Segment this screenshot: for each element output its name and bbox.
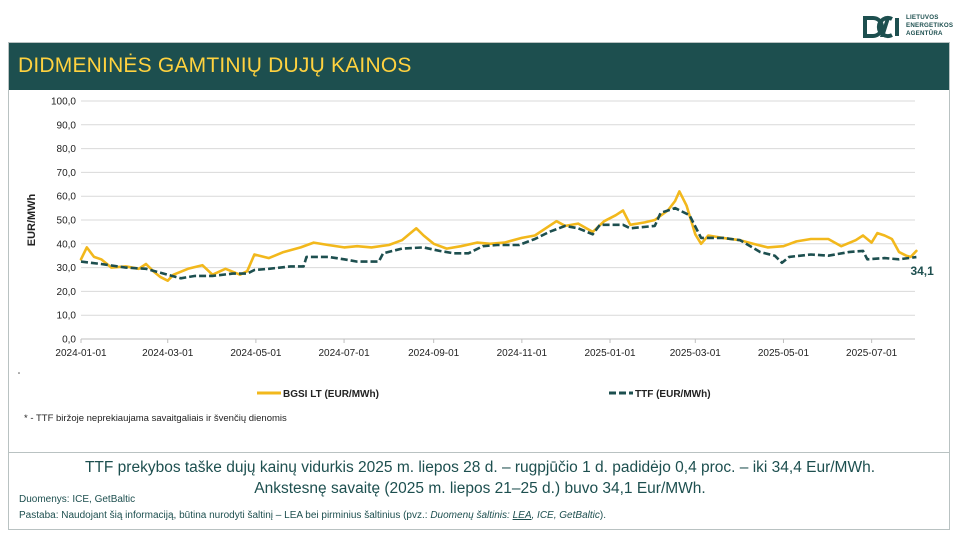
page-title: DIDMENINĖS GAMTINIŲ DUJŲ KAINOS [18, 54, 412, 77]
y-tick-label: 80,0 [57, 144, 77, 155]
y-tick-label: 0,0 [62, 335, 76, 346]
logo: LIETUVOS ENERGETIKOS AGENTŪRA [862, 12, 954, 42]
y-tick-label: 90,0 [57, 120, 77, 131]
x-tick-label: 2024-05-01 [230, 348, 282, 359]
summary-text: TTF prekybos taške dujų kainų vidurkis 2… [40, 457, 920, 499]
y-tick-label: 60,0 [57, 192, 77, 203]
usage-note: Pastaba: Naudojant šią informaciją, būti… [19, 510, 606, 521]
x-tick-label: 2025-03-01 [670, 348, 722, 359]
x-tick-label: 2024-09-01 [408, 348, 460, 359]
series-line-ttf [80, 206, 917, 280]
lea-link[interactable]: LEA [512, 510, 532, 521]
y-axis-label: EUR/MWh [26, 193, 38, 246]
x-tick-label: 2024-07-01 [318, 348, 370, 359]
x-tick-label: 2024-11-01 [497, 348, 548, 359]
y-tick-label: 20,0 [57, 287, 77, 298]
y-tick-label: 50,0 [57, 216, 77, 227]
price-chart: 0,0 10,0 20,0 30,0 40,0 50,0 60,0 70,0 80,0 90,0 1… [18, 97, 934, 424]
y-tick-label: 40,0 [57, 239, 77, 250]
legend-label-ttf: TTF (EUR/MWh) [635, 389, 711, 400]
y-tick-label: 100,0 [51, 97, 76, 108]
lea-logo-icon [863, 16, 899, 38]
x-tick-label: 2025-01-01 [584, 348, 636, 359]
data-source: Duomenys: ICE, GetBaltic [19, 494, 136, 505]
series-line-bgsi-lt [79, 190, 918, 282]
summary-line-2: Ankstesnę savaitę (2025 m. liepos 21–25 … [254, 480, 706, 497]
legend-label-bgsi-lt: BGSI LT (EUR/MWh) [283, 389, 379, 400]
marker-dot [18, 372, 20, 374]
logo-text: LIETUVOS ENERGETIKOS AGENTŪRA [906, 14, 954, 37]
data-label-last: 34,1 [910, 264, 934, 278]
chart-footnote: * - TTF biržoje neprekiaujama savaitgali… [24, 413, 287, 424]
content-frame [8, 42, 950, 530]
y-tick-label: 10,0 [57, 311, 77, 322]
x-tick-label: 2024-03-01 [142, 348, 194, 359]
divider [9, 452, 949, 453]
y-tick-label: 70,0 [57, 168, 77, 179]
x-tick-label: 2025-07-01 [846, 348, 898, 359]
x-tick-label: 2024-01-01 [55, 348, 107, 359]
x-tick-label: 2025-05-01 [758, 348, 810, 359]
title-bar: DIDMENINĖS GAMTINIŲ DUJŲ KAINOS [9, 43, 949, 90]
y-tick-label: 30,0 [57, 263, 77, 274]
summary-line-1: TTF prekybos taške dujų kainų vidurkis 2… [84, 459, 876, 476]
